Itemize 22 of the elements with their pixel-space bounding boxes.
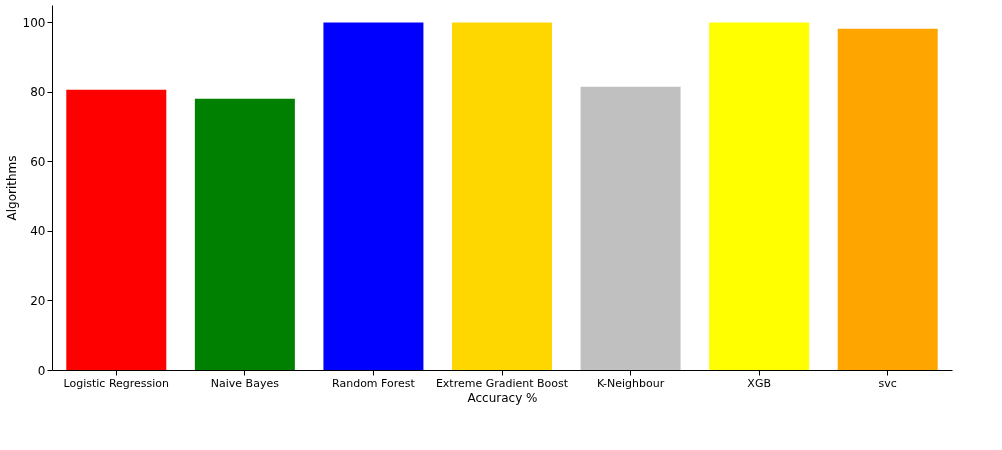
x-axis-title: Accuracy % bbox=[467, 390, 538, 405]
x-tick-label: Extreme Gradient Boost bbox=[435, 376, 569, 390]
bar bbox=[66, 89, 167, 370]
y-tick-label: 100 bbox=[22, 15, 46, 30]
x-tick-label: Random Forest bbox=[332, 376, 416, 390]
y-tick-label: 60 bbox=[30, 154, 46, 169]
x-tick-label: Naive Bayes bbox=[210, 376, 280, 390]
bar bbox=[837, 28, 938, 370]
y-tick-label: 0 bbox=[37, 363, 46, 378]
bar bbox=[580, 86, 681, 370]
x-tick-label: K-Neighbour bbox=[596, 376, 665, 390]
bar bbox=[709, 22, 810, 370]
y-tick-label: 20 bbox=[30, 293, 46, 308]
y-axis-title: Algorithms bbox=[4, 155, 19, 221]
bar bbox=[323, 22, 424, 370]
x-tick-label: svc bbox=[878, 376, 897, 390]
y-tick-label: 80 bbox=[30, 85, 46, 100]
bar bbox=[194, 98, 295, 370]
x-tick-label: XGB bbox=[747, 376, 771, 390]
y-tick-label: 40 bbox=[30, 224, 46, 239]
x-tick-label: Logistic Regression bbox=[63, 376, 170, 390]
bar bbox=[452, 22, 552, 370]
